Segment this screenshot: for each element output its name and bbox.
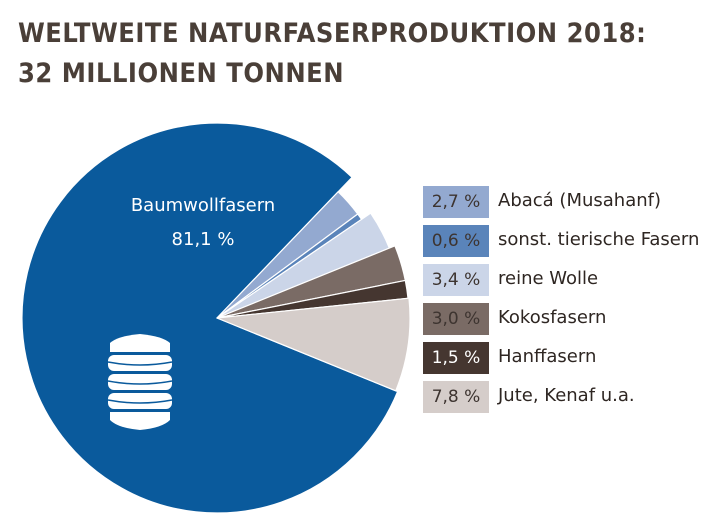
legend-label: Abacá (Musahanf) bbox=[498, 190, 661, 211]
legend-value-box: 2,7 % bbox=[423, 186, 489, 218]
chart-title-line-2: 32 MILLIONEN TONNEN bbox=[18, 58, 345, 89]
legend-item: 7,8 % Jute, Kenaf u.a. bbox=[423, 381, 723, 413]
pie-slice-jute-kenaf-u-a- bbox=[216, 297, 411, 392]
legend-label: Jute, Kenaf u.a. bbox=[498, 385, 635, 406]
legend-label: reine Wolle bbox=[498, 268, 599, 289]
legend-item: 3,0 % Kokosfasern bbox=[423, 303, 723, 335]
legend-label: Hanffasern bbox=[498, 346, 597, 367]
legend-item: 1,5 % Hanffasern bbox=[423, 342, 723, 374]
legend-value-box: 3,4 % bbox=[423, 264, 489, 296]
slice-value-baumwollfasern: 81,1 % bbox=[172, 229, 235, 250]
legend-value-box: 3,0 % bbox=[423, 303, 489, 335]
legend-value-box: 1,5 % bbox=[423, 342, 489, 374]
cotton-bale-icon bbox=[107, 334, 173, 430]
legend-item: 0,6 % sonst. tierische Fasern bbox=[423, 225, 723, 257]
chart-title: WELTWEITE NATURFASERPRODUKTION 2018: 32 … bbox=[18, 14, 646, 94]
legend-label: Kokosfasern bbox=[498, 307, 607, 328]
slice-label-baumwollfasern: Baumwollfasern bbox=[131, 195, 275, 216]
legend-item: 2,7 % Abacá (Musahanf) bbox=[423, 186, 723, 218]
legend-label: sonst. tierische Fasern bbox=[498, 229, 700, 250]
legend-value-box: 7,8 % bbox=[423, 381, 489, 413]
legend-value-box: 0,6 % bbox=[423, 225, 489, 257]
chart-title-line-1: WELTWEITE NATURFASERPRODUKTION 2018: bbox=[18, 18, 647, 49]
legend-item: 3,4 % reine Wolle bbox=[423, 264, 723, 296]
